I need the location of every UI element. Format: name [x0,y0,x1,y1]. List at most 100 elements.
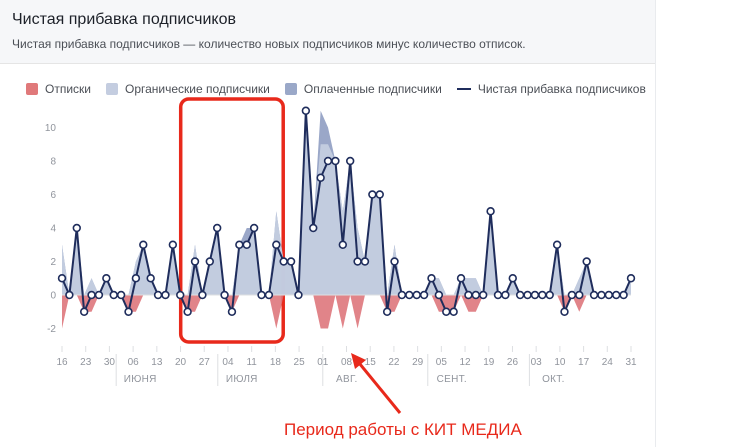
data-point [464,290,473,300]
data-point [176,290,185,300]
data-point [493,290,503,300]
data-point [345,156,355,166]
page-subtitle: Чистая прибавка подписчиков — количество… [12,37,526,51]
data-point [501,290,510,300]
data-point [264,290,274,300]
data-point [212,223,222,233]
data-point [294,290,303,300]
data-point [582,257,591,266]
y-tick-label: -2 [47,324,56,335]
data-point [523,290,532,300]
x-tick-label: 26 [507,357,519,368]
x-tick-label: 20 [175,357,187,368]
data-point [124,307,133,316]
chart-legend: Отписки Органические подписчики Оплаченн… [26,80,661,98]
data-point [612,290,621,300]
data-point [382,307,392,316]
month-label: АВГ. [336,374,358,385]
x-tick-label: 10 [554,357,566,368]
y-tick-label: 0 [50,291,56,302]
series-area-unsubscribes [62,295,631,329]
y-tick-label: 8 [50,157,56,168]
highlight-period-box [178,97,285,344]
data-point [146,274,155,283]
x-tick-label: 05 [436,357,448,368]
x-tick-label: 29 [412,357,424,368]
legend-label-paid: Оплаченные подписчики [303,82,442,96]
data-point [227,307,237,316]
legend-line-net [456,88,471,90]
data-point [530,290,540,300]
data-point [205,257,214,266]
data-point [567,290,577,300]
data-point [323,156,333,166]
data-point [257,290,266,300]
data-point [249,223,259,233]
data-point [545,290,554,300]
data-point [286,257,296,266]
annotation-arrow-shaft [353,357,402,414]
data-point [57,274,67,283]
legend-item-unsubscribes[interactable]: Отписки [26,82,91,96]
legend-swatch-paid [284,83,297,95]
data-point [131,274,141,283]
x-tick-label: 24 [602,357,614,368]
data-point [168,240,178,249]
data-point [242,240,251,249]
y-tick-label: 10 [45,123,57,134]
data-point [102,274,111,283]
month-label: ИЮНЯ [124,374,157,385]
data-point [309,223,318,233]
legend-label-net: Чистая прибавка подписчиков [477,82,646,96]
data-point [471,290,481,300]
x-tick-label: 13 [151,357,163,368]
x-tick-label: 04 [222,357,234,368]
legend-item-organic[interactable]: Органические подписчики [105,82,270,96]
data-point [190,257,200,266]
annotation-text: Период работы с КИТ МЕДИА [284,420,522,439]
data-point [427,274,436,283]
data-point [626,274,636,283]
data-point [515,290,525,300]
x-tick-label: 31 [625,357,637,368]
data-point [338,240,348,249]
annotation-arrow-head [351,353,366,369]
data-point [272,240,281,249]
data-point [198,290,207,300]
data-point [220,290,229,300]
data-point [575,290,584,300]
x-tick-label: 08 [341,357,353,368]
x-tick-label: 25 [294,357,306,368]
data-point [183,307,192,316]
y-tick-label: 2 [50,257,56,268]
month-label: ОКТ. [542,374,565,385]
data-point [589,290,599,300]
data-point [479,290,488,300]
data-point [597,290,606,300]
x-tick-label: 03 [531,357,543,368]
data-point [153,290,163,300]
data-point [316,173,325,182]
data-point [279,257,288,266]
data-point [560,307,569,316]
data-point [109,290,118,300]
data-point [79,307,89,316]
panel-header: Чистая прибавка подписчиков Чистая приба… [0,0,655,64]
legend-item-net[interactable]: Чистая прибавка подписчиков [456,82,646,96]
x-tick-label: 27 [199,357,211,368]
legend-item-paid[interactable]: Оплаченные подписчики [284,82,442,96]
page-title: Чистая прибавка подписчиков [12,11,236,28]
x-tick-label: 16 [56,357,68,368]
x-tick-label: 11 [246,357,257,368]
data-point [139,240,148,249]
data-point [301,106,311,115]
data-point [331,156,340,166]
x-tick-label: 19 [483,357,495,368]
legend-swatch-organic [105,83,118,95]
data-point [390,257,399,266]
data-point [116,290,126,300]
x-tick-label: 06 [128,357,140,368]
data-point [538,290,547,300]
x-tick-label: 18 [270,357,282,368]
